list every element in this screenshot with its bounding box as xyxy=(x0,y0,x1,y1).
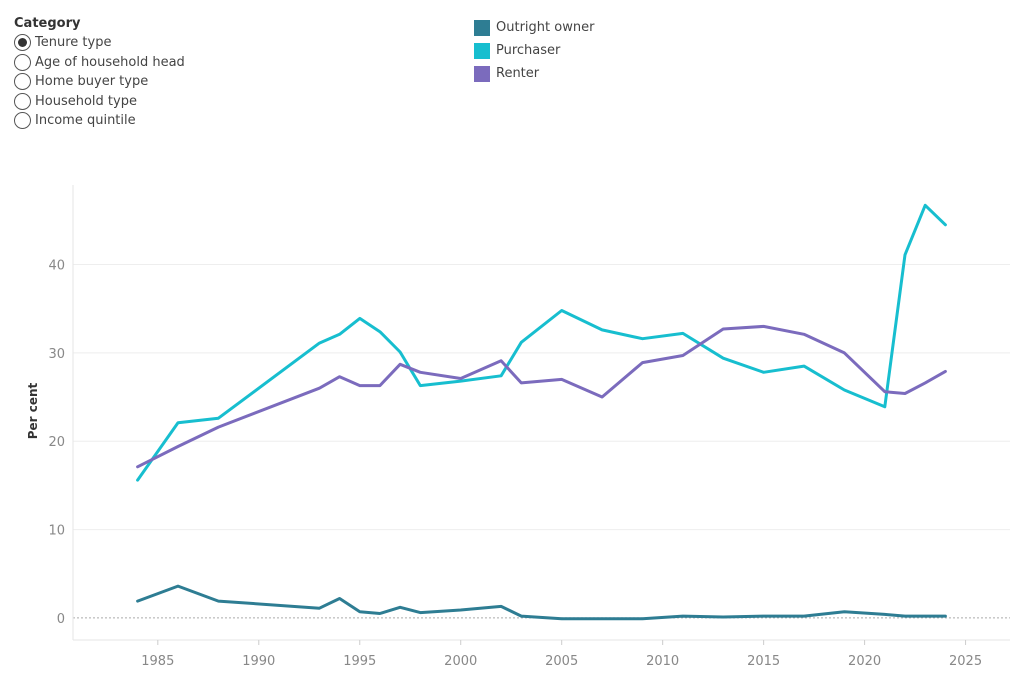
y-tick-label: 30 xyxy=(48,347,65,362)
radio-label: Home buyer type xyxy=(35,74,149,90)
series-line-outright-owner xyxy=(136,584,947,621)
legend-item-outright-owner[interactable]: Outright owner xyxy=(474,16,594,39)
legend-label: Renter xyxy=(496,66,540,81)
y-tick-label: 0 xyxy=(57,612,65,627)
radio-income-quintile[interactable]: Income quintile xyxy=(14,111,185,131)
y-axis-title: Per cent xyxy=(26,382,40,439)
radio-unselected-icon[interactable] xyxy=(14,112,31,130)
radio-household-type[interactable]: Household type xyxy=(14,92,185,112)
y-tick-label: 10 xyxy=(48,524,65,539)
radio-home-buyer-type[interactable]: Home buyer type xyxy=(14,72,185,92)
category-title: Category xyxy=(14,16,81,31)
series-line-renter xyxy=(136,324,947,469)
radio-unselected-icon[interactable] xyxy=(14,73,31,91)
radio-tenure-type[interactable]: Tenure type xyxy=(14,33,185,53)
radio-age-of-household-head[interactable]: Age of household head xyxy=(14,53,185,73)
x-tick-label: 1990 xyxy=(242,654,275,669)
legend-swatch xyxy=(474,42,490,59)
x-tick-label: 1995 xyxy=(343,654,376,669)
legend-swatch xyxy=(474,19,490,36)
x-tick-label: 2010 xyxy=(646,654,679,669)
x-tick-label: 2000 xyxy=(444,654,477,669)
radio-label: Household type xyxy=(35,93,137,109)
x-tick-label: 2020 xyxy=(848,654,881,669)
radio-unselected-icon[interactable] xyxy=(14,92,31,110)
radio-selected-icon[interactable] xyxy=(14,34,31,52)
radio-unselected-icon[interactable] xyxy=(14,53,31,71)
legend: Outright owner Purchaser Renter xyxy=(474,16,594,85)
gridlines xyxy=(73,264,1010,619)
x-tick-label: 2015 xyxy=(747,654,780,669)
radio-label: Tenure type xyxy=(35,35,112,51)
radio-label: Income quintile xyxy=(35,113,136,129)
series-lines xyxy=(136,203,947,621)
x-tick-label: 2005 xyxy=(545,654,578,669)
category-filter: Category Tenure type Age of household he… xyxy=(14,16,185,131)
legend-item-purchaser[interactable]: Purchaser xyxy=(474,39,594,62)
x-tick-label: 2025 xyxy=(949,654,982,669)
legend-swatch xyxy=(474,65,490,82)
legend-label: Outright owner xyxy=(496,20,595,35)
axes: 0 10 20 30 40 1985 1990 1995 2000 2005 2010 2015 202… xyxy=(48,185,1010,669)
series-line-purchaser xyxy=(136,203,947,482)
legend-label: Purchaser xyxy=(496,43,561,58)
y-tick-label: 20 xyxy=(48,435,65,450)
y-tick-label: 40 xyxy=(48,259,65,274)
legend-item-renter[interactable]: Renter xyxy=(474,62,594,85)
radio-label: Age of household head xyxy=(35,54,185,70)
x-tick-label: 1985 xyxy=(141,654,174,669)
